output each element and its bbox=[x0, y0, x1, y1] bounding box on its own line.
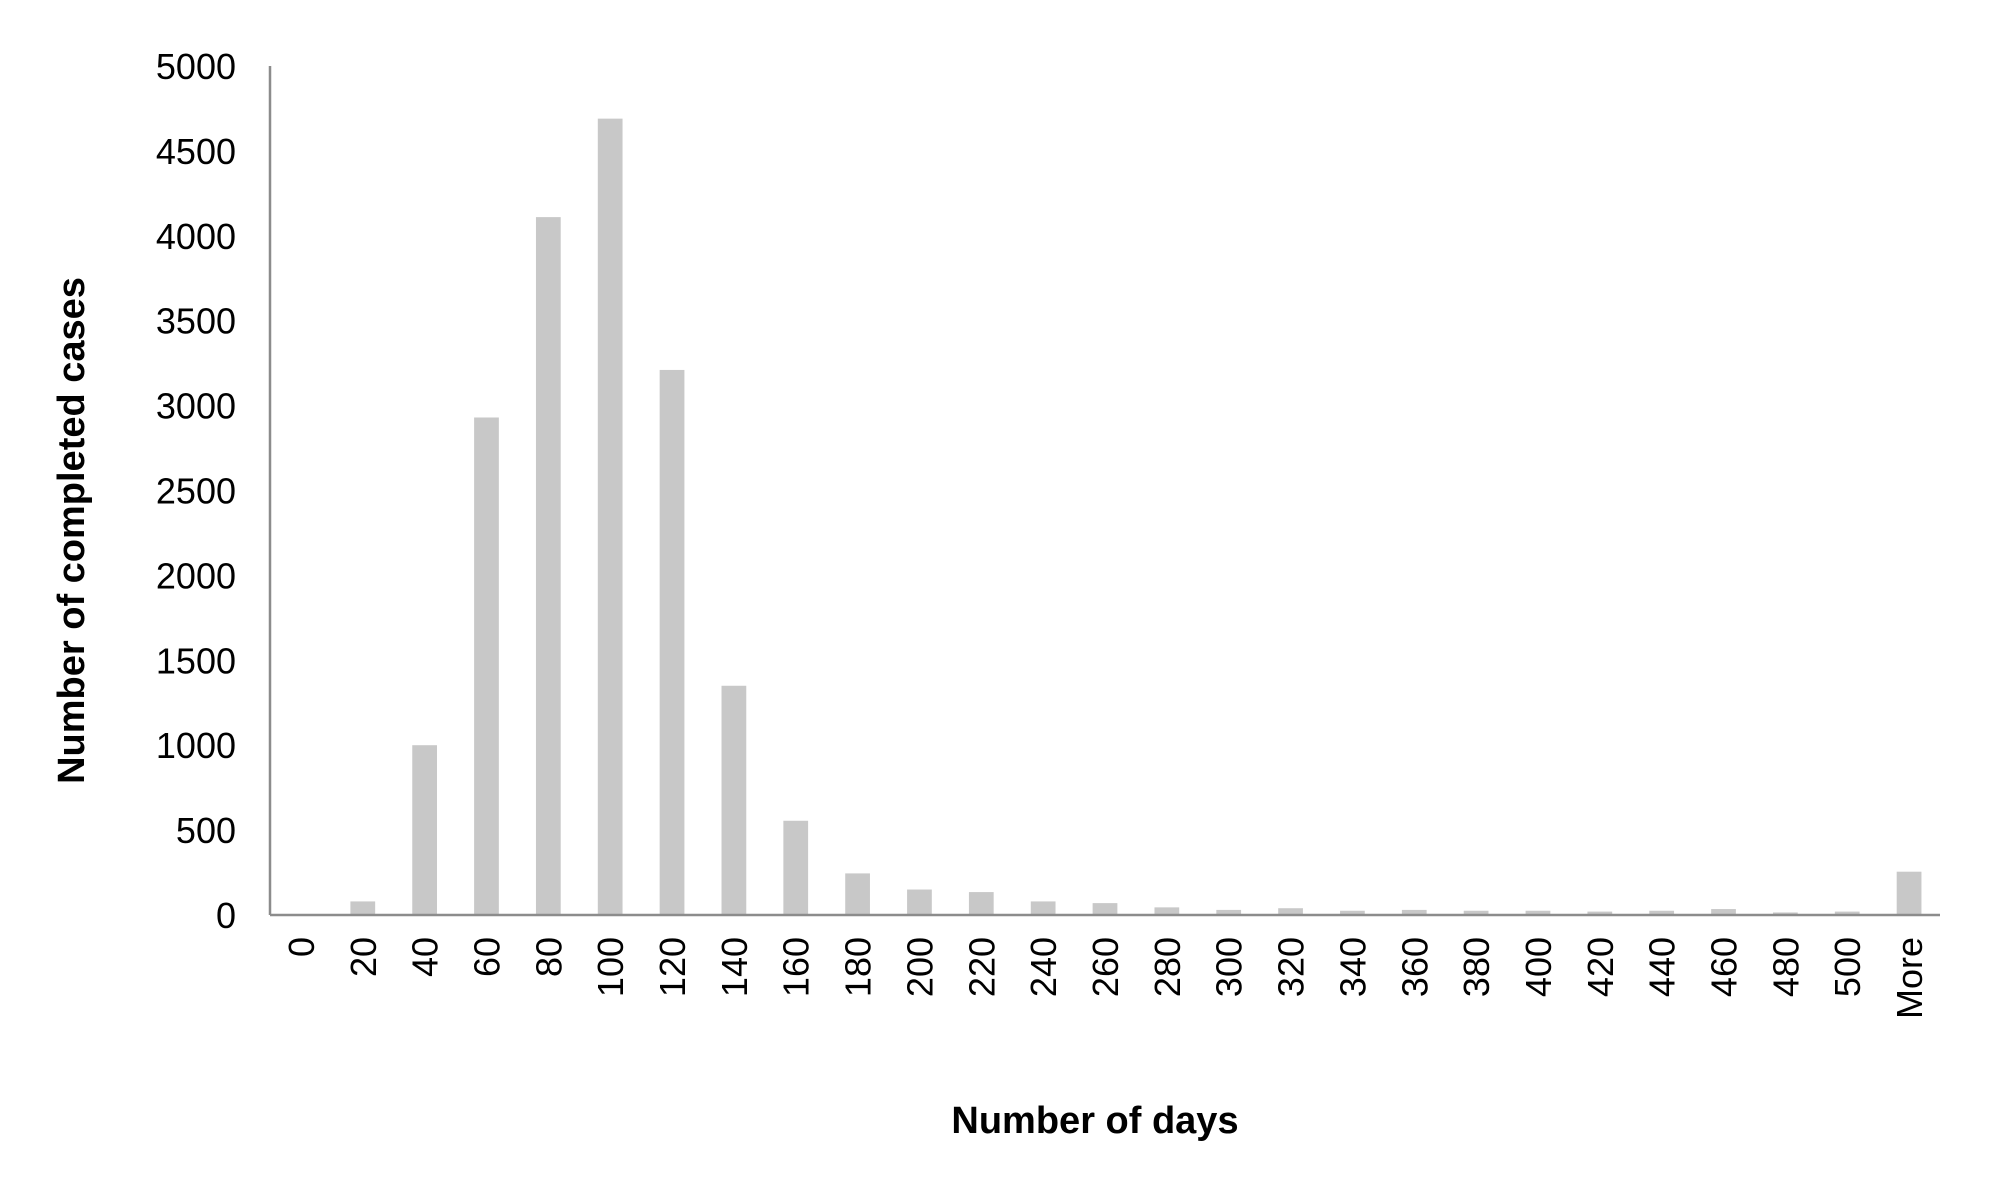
x-tick-labels: 0 20 40 60 80 100 120 140 160 180 200 220 240 260 280 3… bbox=[281, 937, 1930, 1019]
y-tick-labels: 0 500 1000 1500 2000 2500 3000 3500 4000 4500 5000 bbox=[156, 46, 236, 936]
x-tick-label: 400 bbox=[1518, 937, 1559, 997]
x-tick-label: 500 bbox=[1827, 937, 1868, 997]
x-tick-label: 100 bbox=[590, 937, 631, 997]
x-tick-label: 80 bbox=[528, 937, 569, 977]
x-tick-label: 180 bbox=[838, 937, 879, 997]
x-tick-label: 320 bbox=[1271, 937, 1312, 997]
bar-120 bbox=[659, 369, 685, 915]
y-tick-label: 3500 bbox=[156, 301, 236, 342]
x-tick-label: More bbox=[1889, 937, 1930, 1019]
bar-500 bbox=[1834, 911, 1860, 915]
bar-280 bbox=[1154, 907, 1180, 915]
bar-320 bbox=[1278, 908, 1303, 915]
x-tick-label: 260 bbox=[1085, 937, 1126, 997]
bar-more bbox=[1896, 871, 1922, 915]
bar-200 bbox=[907, 889, 932, 915]
x-tick-label: 340 bbox=[1332, 937, 1373, 997]
bars-group bbox=[350, 118, 1922, 915]
bar-440 bbox=[1649, 910, 1675, 915]
bar-420 bbox=[1587, 911, 1613, 915]
x-tick-label: 60 bbox=[466, 937, 507, 977]
y-tick-label: 4500 bbox=[156, 131, 236, 172]
bar-220 bbox=[968, 892, 994, 915]
bar-380 bbox=[1463, 910, 1489, 915]
x-tick-label: 200 bbox=[899, 937, 940, 997]
y-tick-label: 500 bbox=[176, 810, 236, 851]
x-tick-label: 480 bbox=[1765, 937, 1806, 997]
x-tick-label: 440 bbox=[1642, 937, 1683, 997]
bar-300 bbox=[1216, 909, 1242, 915]
x-tick-label: 20 bbox=[343, 937, 384, 977]
x-tick-label: 360 bbox=[1394, 937, 1435, 997]
x-tick-label: 0 bbox=[281, 937, 322, 957]
y-tick-label: 0 bbox=[216, 895, 236, 936]
y-tick-label: 4000 bbox=[156, 216, 236, 257]
x-axis-title: Number of days bbox=[951, 1100, 1238, 1142]
y-tick-label: 3000 bbox=[156, 386, 236, 427]
y-tick-label: 1000 bbox=[156, 725, 236, 766]
bar-240 bbox=[1030, 901, 1056, 915]
x-tick-label: 160 bbox=[776, 937, 817, 997]
y-tick-label: 5000 bbox=[156, 46, 236, 87]
x-tick-label: 40 bbox=[405, 937, 446, 977]
bar-20 bbox=[350, 901, 376, 915]
y-tick-label: 2500 bbox=[156, 471, 236, 512]
bar-60 bbox=[474, 417, 499, 915]
x-tick-label: 380 bbox=[1456, 937, 1497, 997]
bar-80 bbox=[535, 217, 561, 915]
x-tick-label: 140 bbox=[714, 937, 755, 997]
x-tick-label: 280 bbox=[1147, 937, 1188, 997]
y-tick-label: 2000 bbox=[156, 555, 236, 596]
bar-260 bbox=[1092, 903, 1118, 915]
x-tick-label: 240 bbox=[1023, 937, 1064, 997]
bar-100 bbox=[597, 118, 623, 915]
bar-360 bbox=[1401, 909, 1427, 915]
x-tick-label: 120 bbox=[652, 937, 693, 997]
bar-180 bbox=[845, 873, 870, 915]
bar-160 bbox=[783, 820, 809, 915]
x-tick-label: 460 bbox=[1704, 937, 1745, 997]
bar-460 bbox=[1711, 909, 1736, 915]
bar-340 bbox=[1340, 910, 1365, 915]
x-tick-label: 420 bbox=[1580, 937, 1621, 997]
y-axis-title: Number of completed cases bbox=[51, 277, 93, 784]
bar-400 bbox=[1525, 910, 1551, 915]
x-tick-label: 220 bbox=[961, 937, 1002, 997]
x-tick-label: 300 bbox=[1209, 937, 1250, 997]
y-tick-label: 1500 bbox=[156, 640, 236, 681]
bar-40 bbox=[412, 745, 437, 915]
bar-480 bbox=[1773, 912, 1798, 915]
bar-140 bbox=[721, 685, 747, 915]
